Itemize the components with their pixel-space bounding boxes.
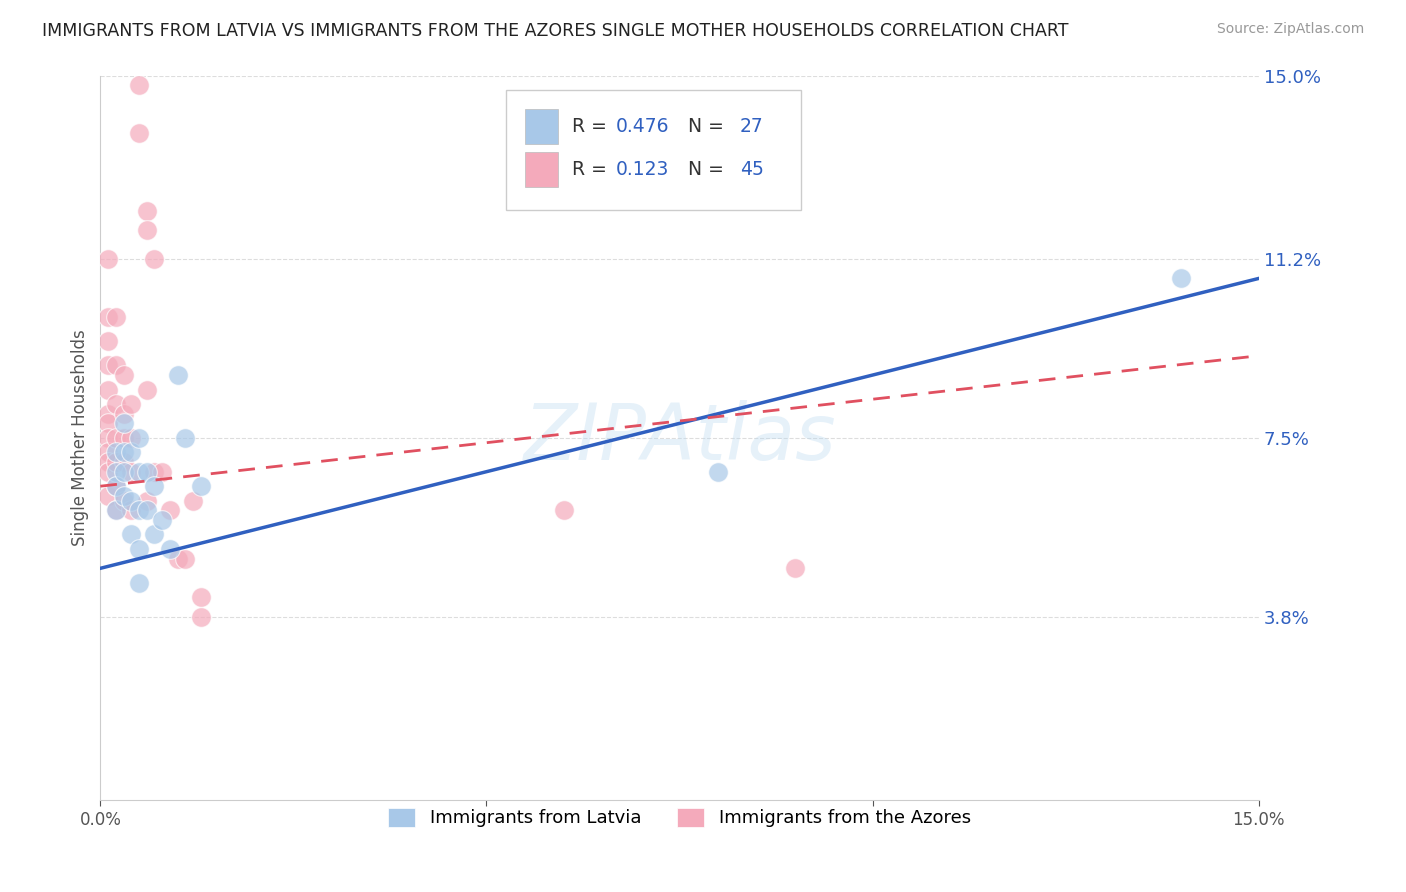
Point (104, 445, 127, 459)
Legend: Immigrants from Latvia, Immigrants from the Azores: Immigrants from Latvia, Immigrants from … (381, 801, 979, 835)
Point (135, 503, 157, 517)
Point (166, 551, 188, 566)
Point (112, 407, 135, 421)
Point (159, 541, 181, 556)
Point (104, 455, 127, 469)
Text: R =: R = (572, 117, 613, 136)
Point (97, 252, 120, 266)
Text: N =: N = (676, 117, 730, 136)
Point (104, 397, 127, 411)
Point (97, 431, 120, 445)
Point (120, 397, 142, 411)
Point (112, 489, 135, 503)
Point (97, 417, 120, 431)
Text: Source: ZipAtlas.com: Source: ZipAtlas.com (1216, 22, 1364, 37)
Y-axis label: Single Mother Households: Single Mother Households (72, 329, 89, 546)
Point (97, 310, 120, 324)
Point (97, 489, 120, 503)
Point (97, 359, 120, 373)
Point (120, 527, 142, 541)
Point (128, 575, 150, 590)
Point (190, 479, 212, 493)
Point (104, 479, 127, 493)
Point (104, 431, 127, 445)
Point (150, 465, 173, 479)
Text: IMMIGRANTS FROM LATVIA VS IMMIGRANTS FROM THE AZORES SINGLE MOTHER HOUSEHOLDS CO: IMMIGRANTS FROM LATVIA VS IMMIGRANTS FRO… (42, 22, 1069, 40)
Point (120, 493, 142, 508)
Text: N =: N = (676, 161, 730, 179)
Point (707, 465, 730, 479)
Point (112, 493, 135, 508)
Point (135, 223, 157, 237)
Point (128, 127, 150, 141)
Point (104, 465, 127, 479)
Point (174, 551, 197, 566)
Point (104, 359, 127, 373)
Point (112, 368, 135, 382)
Text: 0.476: 0.476 (616, 117, 669, 136)
Point (97, 407, 120, 421)
Point (135, 465, 157, 479)
Text: 0.123: 0.123 (616, 161, 669, 179)
Point (128, 465, 150, 479)
Point (128, 431, 150, 445)
Point (128, 503, 150, 517)
Point (143, 527, 166, 541)
Point (128, 541, 150, 556)
FancyBboxPatch shape (506, 90, 801, 210)
Point (135, 493, 157, 508)
Point (166, 368, 188, 382)
Point (785, 561, 807, 575)
Point (159, 503, 181, 517)
Point (104, 503, 127, 517)
Text: 27: 27 (740, 117, 763, 136)
Point (97, 465, 120, 479)
Text: R =: R = (572, 161, 613, 179)
Point (135, 203, 157, 218)
Point (97, 383, 120, 397)
Point (174, 431, 197, 445)
Point (97, 334, 120, 349)
Point (112, 431, 135, 445)
Point (128, 78, 150, 92)
Point (143, 465, 166, 479)
Point (181, 493, 204, 508)
Point (143, 252, 166, 266)
Point (120, 503, 142, 517)
Point (120, 445, 142, 459)
Point (97, 455, 120, 469)
Point (112, 465, 135, 479)
Point (150, 513, 173, 527)
Point (104, 310, 127, 324)
Point (112, 445, 135, 459)
FancyBboxPatch shape (526, 109, 558, 144)
Text: ZIPAtlas: ZIPAtlas (523, 400, 835, 475)
Point (104, 479, 127, 493)
Point (112, 417, 135, 431)
Point (1170, 271, 1192, 285)
Text: 45: 45 (740, 161, 763, 179)
Point (120, 465, 142, 479)
Point (104, 503, 127, 517)
Point (120, 431, 142, 445)
Point (190, 591, 212, 605)
Point (135, 383, 157, 397)
Point (190, 609, 212, 624)
FancyBboxPatch shape (526, 153, 558, 187)
Point (112, 455, 135, 469)
Point (553, 503, 575, 517)
Point (143, 479, 166, 493)
Point (97, 445, 120, 459)
